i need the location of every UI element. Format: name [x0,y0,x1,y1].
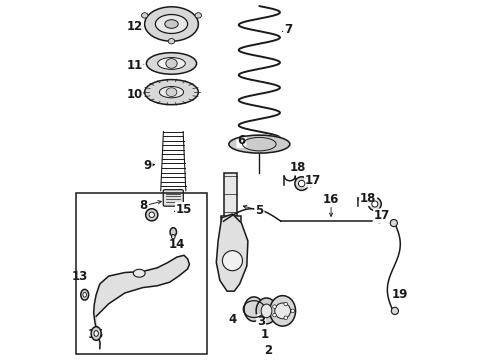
Ellipse shape [372,201,378,207]
Text: 5: 5 [255,204,264,217]
Ellipse shape [298,180,305,187]
FancyBboxPatch shape [163,190,183,206]
Text: 17: 17 [374,210,390,222]
Text: 15: 15 [88,328,104,341]
Ellipse shape [229,135,290,153]
Ellipse shape [159,86,184,98]
Ellipse shape [295,177,309,190]
Circle shape [284,302,288,306]
Ellipse shape [261,304,272,318]
Ellipse shape [83,292,87,297]
Text: 8: 8 [140,199,148,212]
Text: 16: 16 [323,193,339,206]
Circle shape [390,220,397,226]
Circle shape [284,316,288,320]
Circle shape [273,305,276,309]
Text: 14: 14 [169,238,185,251]
Text: 10: 10 [126,88,143,101]
Text: 13: 13 [72,270,88,283]
Text: 6: 6 [237,134,245,147]
Circle shape [222,251,243,271]
Circle shape [273,313,276,317]
Ellipse shape [172,234,175,239]
Text: 4: 4 [228,313,237,327]
Ellipse shape [166,59,177,68]
Text: 18: 18 [290,161,306,174]
Text: 15: 15 [176,203,192,216]
Ellipse shape [94,330,98,336]
Ellipse shape [147,53,196,74]
Polygon shape [94,255,190,348]
FancyBboxPatch shape [224,173,238,216]
Ellipse shape [145,7,198,41]
Circle shape [275,303,291,319]
Ellipse shape [168,39,175,44]
Ellipse shape [142,13,148,18]
Ellipse shape [91,327,101,340]
Text: 17: 17 [305,174,321,186]
Ellipse shape [146,209,158,221]
Ellipse shape [149,212,154,217]
Ellipse shape [170,228,176,236]
Ellipse shape [270,296,295,326]
Ellipse shape [81,289,89,300]
Ellipse shape [166,88,177,96]
FancyBboxPatch shape [221,216,241,259]
Ellipse shape [256,298,277,324]
Ellipse shape [155,14,188,33]
Ellipse shape [165,20,178,28]
Text: 9: 9 [144,159,151,172]
Text: 11: 11 [126,59,143,72]
Text: 1: 1 [261,328,269,341]
Ellipse shape [145,80,198,105]
Ellipse shape [158,58,185,69]
Polygon shape [216,214,248,291]
Text: 3: 3 [257,315,265,328]
Ellipse shape [244,297,264,321]
Text: 19: 19 [392,288,409,301]
Text: 7: 7 [284,23,292,36]
Ellipse shape [368,198,381,211]
Text: 12: 12 [126,20,143,33]
Circle shape [291,309,294,313]
Ellipse shape [133,269,145,277]
Text: 2: 2 [264,344,272,357]
Text: 18: 18 [360,192,376,205]
Circle shape [392,307,398,315]
Ellipse shape [195,13,201,18]
